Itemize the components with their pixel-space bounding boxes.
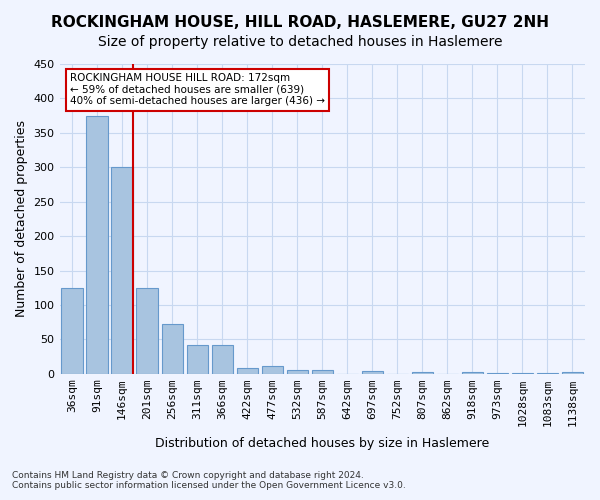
Bar (112, 168, 133, 374)
Bar (187, 345, 208, 374)
Bar (86, 116, 108, 374)
Bar (212, 345, 233, 374)
X-axis label: Distribution of detached houses by size in Haslemere: Distribution of detached houses by size … (155, 437, 490, 450)
Bar (262, 366, 283, 374)
Bar (537, 373, 558, 374)
Bar (562, 372, 583, 374)
Text: ROCKINGHAM HOUSE, HILL ROAD, HASLEMERE, GU27 2NH: ROCKINGHAM HOUSE, HILL ROAD, HASLEMERE, … (51, 15, 549, 30)
Text: ROCKINGHAM HOUSE HILL ROAD: 172sqm
← 59% of detached houses are smaller (639)
40: ROCKINGHAM HOUSE HILL ROAD: 172sqm ← 59%… (70, 74, 325, 106)
Bar (512, 373, 533, 374)
Bar (287, 370, 308, 374)
Text: Size of property relative to detached houses in Haslemere: Size of property relative to detached ho… (98, 35, 502, 49)
Text: Contains HM Land Registry data © Crown copyright and database right 2024.
Contai: Contains HM Land Registry data © Crown c… (12, 470, 406, 490)
Bar (487, 373, 508, 374)
Y-axis label: Number of detached properties: Number of detached properties (15, 120, 28, 318)
Bar (412, 372, 433, 374)
Bar (161, 324, 183, 374)
Bar (61, 288, 83, 374)
Bar (462, 372, 483, 374)
Bar (362, 371, 383, 374)
Bar (136, 288, 158, 374)
Bar (311, 370, 333, 374)
Bar (236, 368, 258, 374)
